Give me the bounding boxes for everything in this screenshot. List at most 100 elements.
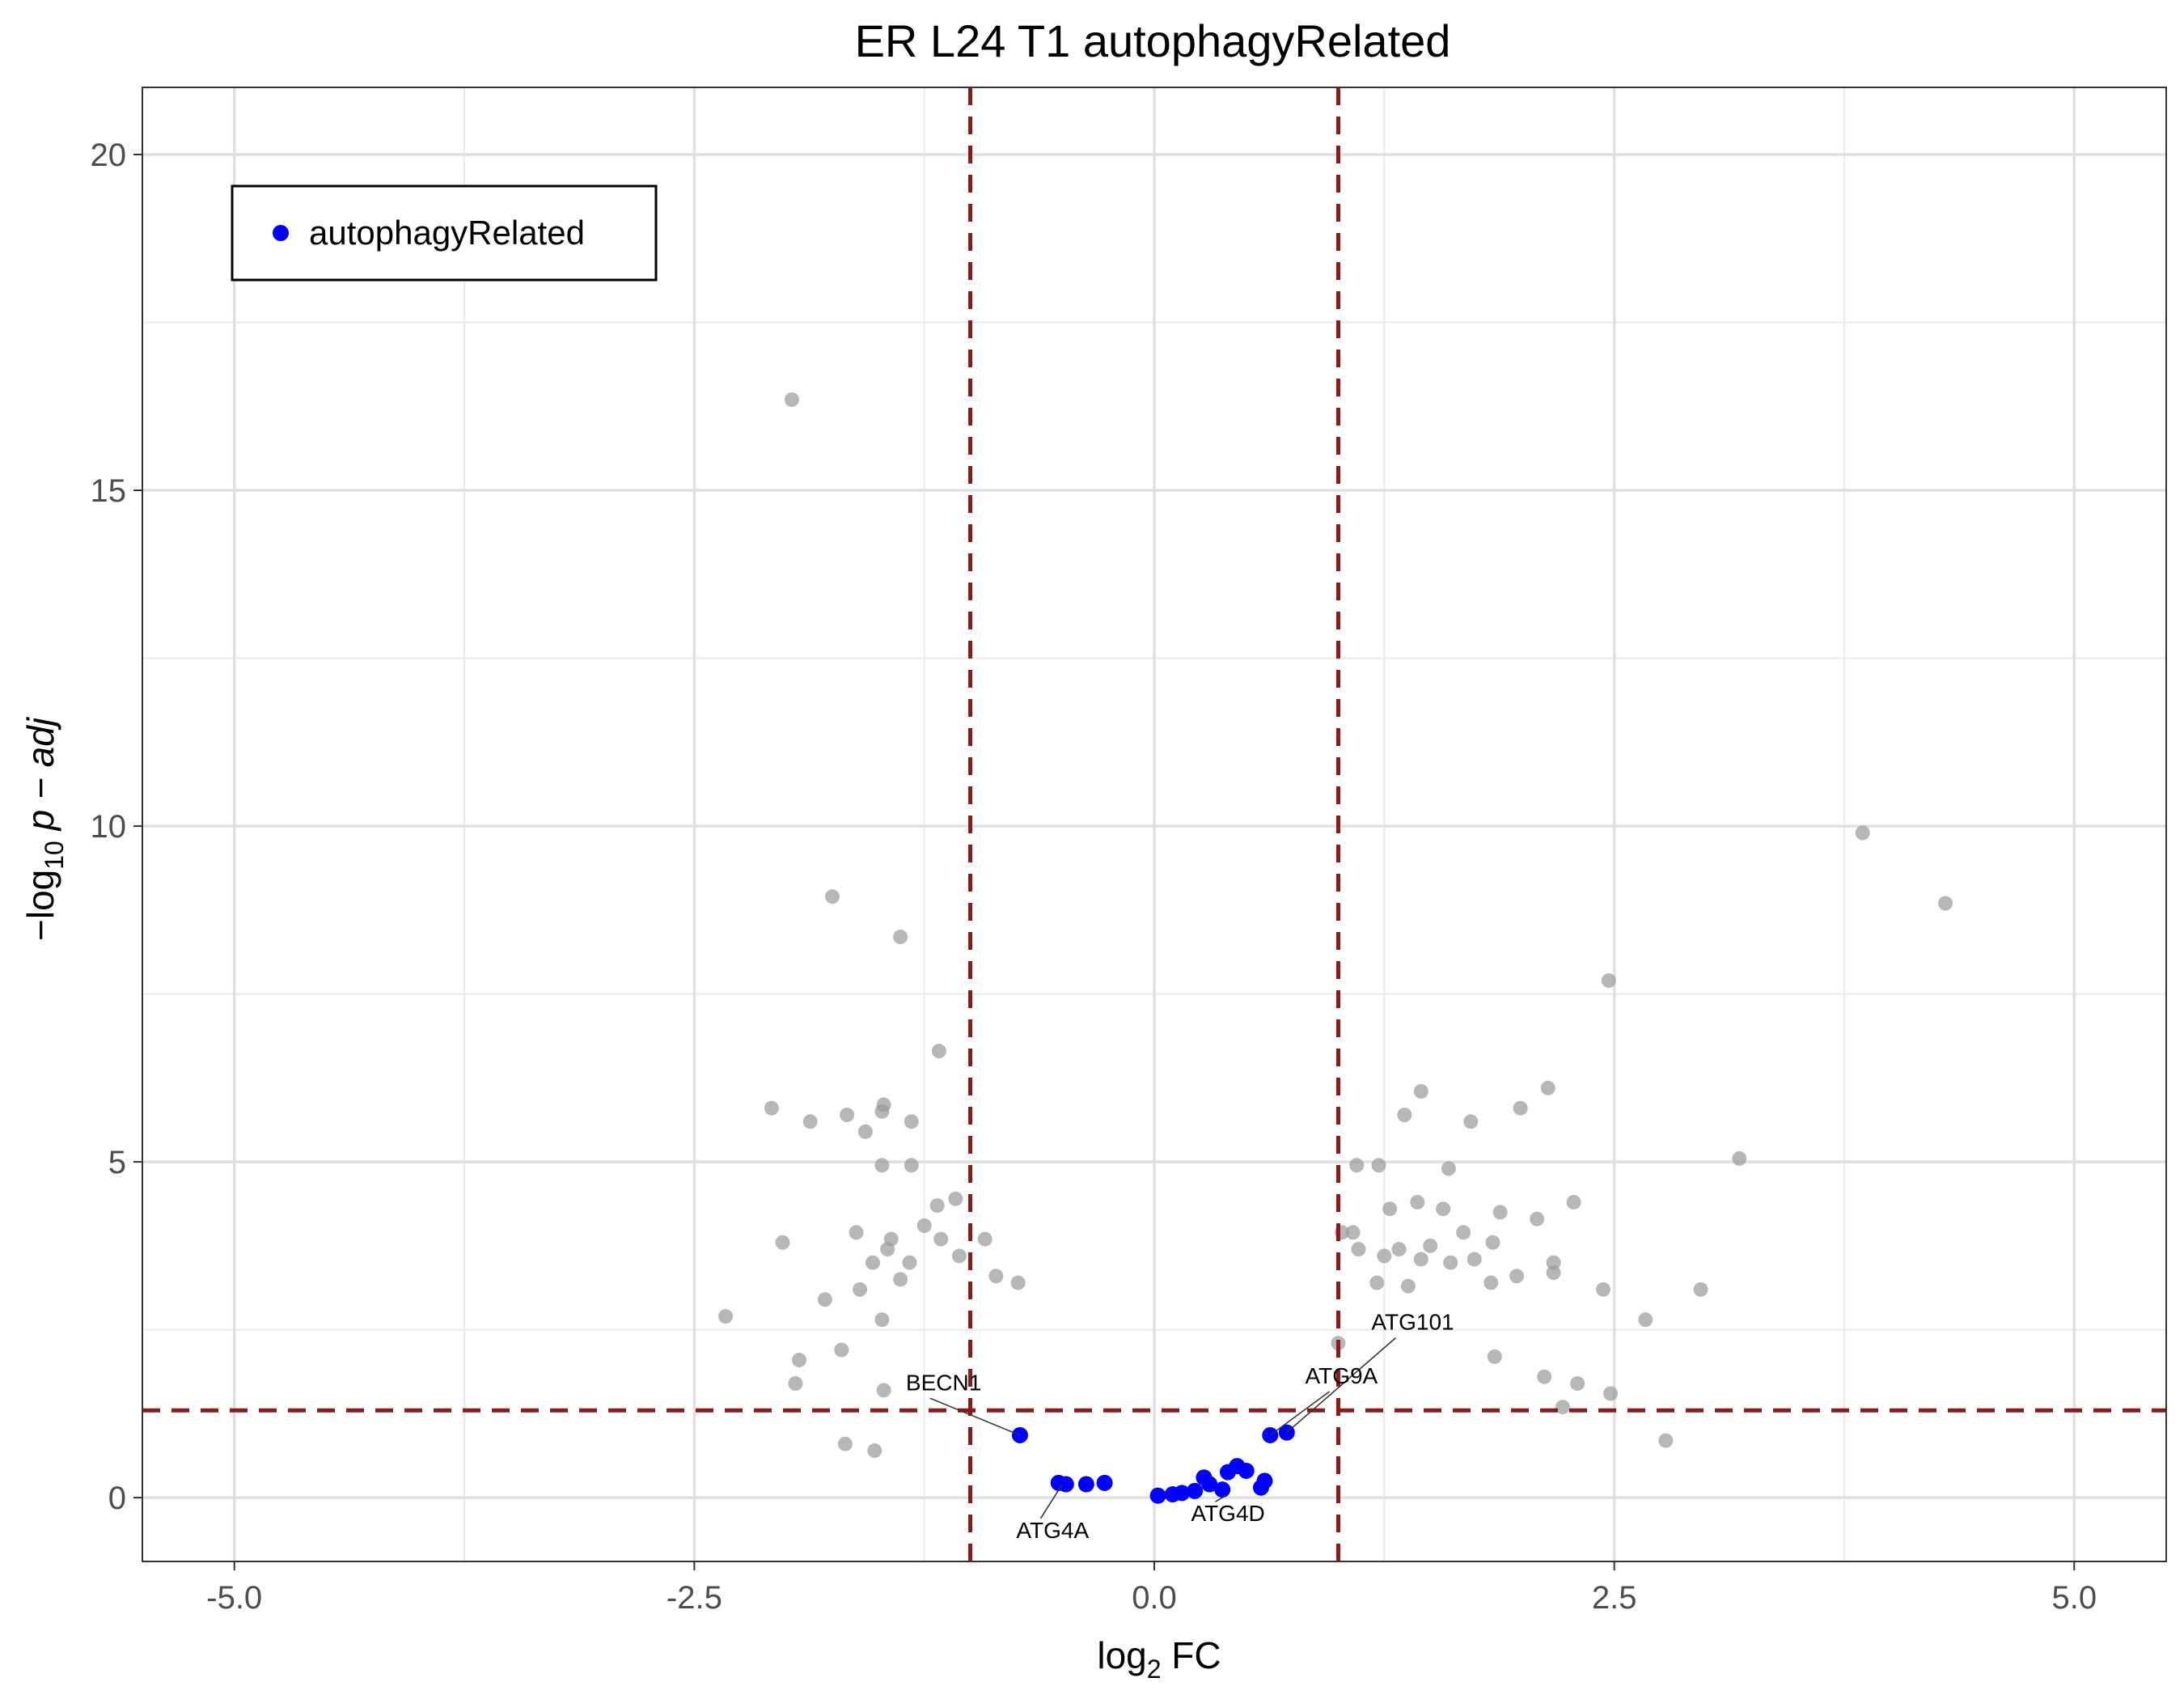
background-point — [1693, 1282, 1708, 1297]
legend-label: autophagyRelated — [309, 214, 585, 252]
background-point — [784, 392, 799, 407]
autophagy-point — [1077, 1476, 1094, 1493]
background-point — [948, 1191, 963, 1206]
autophagy-point — [1149, 1487, 1166, 1504]
background-point — [1377, 1248, 1392, 1264]
background-point — [1413, 1252, 1428, 1267]
autophagy-point — [1057, 1476, 1074, 1493]
background-point — [1467, 1252, 1482, 1267]
autophagy-point — [1201, 1476, 1218, 1493]
label-leader-line — [1286, 1337, 1396, 1434]
background-point — [865, 1255, 880, 1270]
background-point — [1436, 1201, 1451, 1217]
background-point — [1546, 1255, 1561, 1270]
background-point — [929, 1198, 945, 1214]
highlight-points — [1011, 1424, 1295, 1504]
label-leader-line — [929, 1397, 1021, 1436]
legend-marker — [273, 225, 289, 241]
background-point — [1410, 1194, 1425, 1210]
background-point — [1938, 896, 1953, 911]
background-point — [1530, 1211, 1545, 1227]
gene-label: ATG101 — [1371, 1310, 1454, 1335]
x-axis-title-prefix: log — [1097, 1634, 1146, 1676]
y-tick-label: 0 — [108, 1481, 126, 1516]
label-leader-line — [1039, 1484, 1063, 1519]
y-tick-label: 5 — [108, 1145, 126, 1180]
y-axis-title-suffix: p − adj — [19, 716, 61, 841]
background-point — [1485, 1235, 1500, 1250]
background-point — [764, 1100, 779, 1116]
background-point — [788, 1376, 803, 1392]
y-tick-label: 10 — [91, 809, 127, 845]
background-point — [1513, 1100, 1528, 1116]
background-point — [1413, 1083, 1428, 1099]
background-point — [1456, 1225, 1471, 1240]
background-point — [1566, 1194, 1581, 1210]
x-axis-title-sub: 2 — [1147, 1655, 1162, 1684]
y-axis-title-prefix: −log — [19, 870, 61, 941]
background-point — [1443, 1255, 1458, 1270]
background-point — [775, 1235, 790, 1250]
background-points — [718, 392, 1953, 1459]
background-point — [1349, 1158, 1365, 1173]
background-point — [1603, 1386, 1619, 1401]
background-point — [1540, 1080, 1555, 1095]
background-point — [1537, 1369, 1552, 1384]
autophagy-point — [1256, 1472, 1273, 1489]
background-point — [1509, 1269, 1525, 1284]
background-point — [824, 889, 840, 905]
background-point — [977, 1231, 993, 1247]
background-point — [1555, 1400, 1570, 1415]
background-point — [1570, 1376, 1585, 1392]
gene-label: ATG4A — [1016, 1518, 1089, 1543]
background-point — [840, 1108, 855, 1123]
background-point — [1484, 1275, 1499, 1290]
background-point — [1400, 1278, 1416, 1294]
gene-labels: BECN1 ATG101 ATG9A ATG4A ATG4D — [906, 1310, 1454, 1543]
background-point — [1595, 1282, 1610, 1297]
threshold-lines — [142, 87, 2166, 1561]
background-point — [893, 930, 908, 945]
y-axis-title-sub: 10 — [40, 841, 69, 870]
y-tick-label: 15 — [91, 473, 127, 509]
x-axis-title-suffix: FC — [1162, 1634, 1221, 1676]
gene-label: ATG4D — [1191, 1501, 1264, 1526]
background-point — [867, 1443, 882, 1459]
axes: -5.0 -2.5 0.0 2.5 5.0 0 5 10 15 20 — [91, 138, 2097, 1616]
background-point — [951, 1248, 967, 1264]
background-point — [893, 1272, 908, 1287]
background-point — [1638, 1312, 1653, 1328]
background-point — [988, 1269, 1004, 1284]
background-point — [1351, 1242, 1366, 1257]
background-point — [718, 1309, 734, 1324]
background-point — [1732, 1150, 1747, 1166]
background-point — [880, 1242, 895, 1257]
background-point — [817, 1292, 832, 1307]
background-point — [1441, 1161, 1456, 1176]
background-point — [792, 1352, 807, 1367]
background-point — [904, 1114, 919, 1129]
autophagy-point — [1096, 1474, 1113, 1491]
label-leader-line — [1215, 1494, 1229, 1502]
background-point — [931, 1044, 946, 1059]
background-point — [876, 1097, 891, 1112]
x-tick-label: -2.5 — [667, 1580, 722, 1616]
background-point — [1601, 972, 1616, 988]
background-point — [902, 1255, 917, 1270]
background-point — [837, 1436, 853, 1451]
background-point — [1487, 1349, 1502, 1364]
background-point — [1010, 1275, 1026, 1290]
background-point — [1658, 1433, 1674, 1448]
x-tick-label: 0.0 — [1132, 1580, 1177, 1616]
background-point — [1397, 1108, 1412, 1123]
x-tick-label: 2.5 — [1592, 1580, 1637, 1616]
background-point — [857, 1124, 873, 1139]
background-point — [853, 1282, 868, 1297]
background-point — [874, 1312, 890, 1328]
gene-label: ATG9A — [1306, 1363, 1378, 1388]
background-point — [876, 1383, 891, 1398]
background-point — [802, 1114, 818, 1129]
label-leader-line — [1269, 1391, 1330, 1436]
autophagy-point — [1238, 1462, 1255, 1479]
